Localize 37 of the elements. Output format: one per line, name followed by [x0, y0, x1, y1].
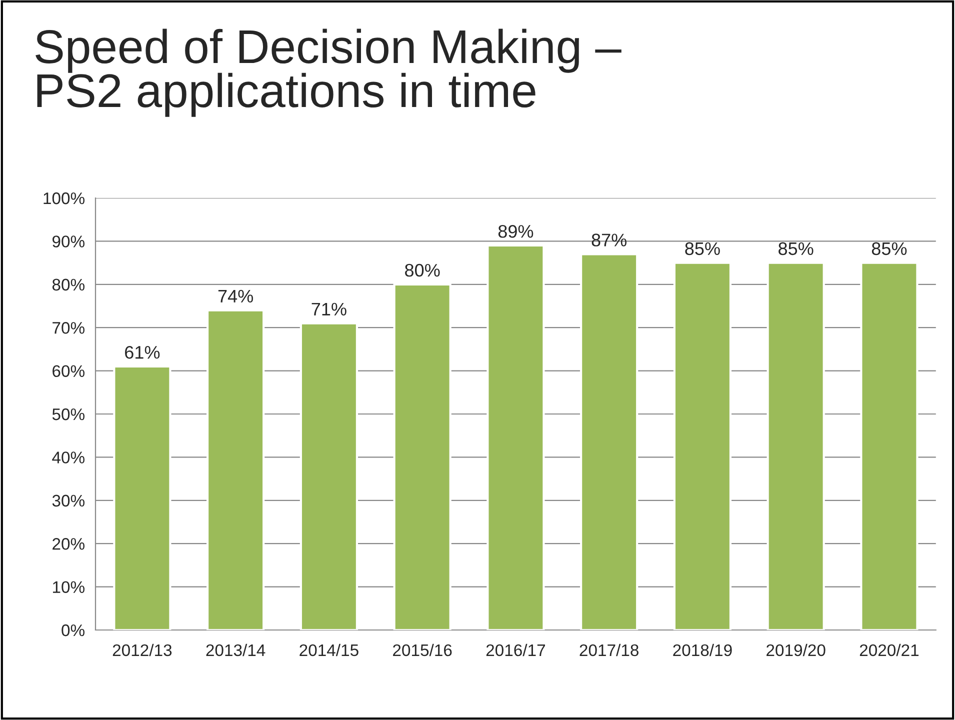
data-label: 87%	[592, 234, 627, 246]
data-label: 80%	[405, 264, 440, 277]
data-label: 85%	[872, 242, 907, 256]
chart-title: Speed of Decision Making – PS2 applications in time	[36, 28, 622, 117]
x-tick-label: 2015/16	[393, 644, 452, 656]
y-tick-label: 80%	[52, 278, 84, 291]
y-tick-label: 30%	[52, 494, 84, 507]
data-label: 61%	[125, 346, 160, 359]
y-tick-label: 90%	[52, 236, 84, 248]
x-tick-label: 2017/18	[580, 644, 638, 656]
y-tick-label: 0%	[62, 624, 84, 636]
x-tick-label: 2019/20	[766, 644, 826, 656]
bar	[673, 262, 732, 630]
y-tick-label: 20%	[52, 538, 84, 550]
data-label: 71%	[312, 302, 346, 316]
bar	[580, 253, 638, 630]
x-tick-label: 2020/21	[860, 644, 919, 656]
data-label: 85%	[685, 242, 720, 256]
y-tick-label: 10%	[52, 581, 84, 594]
data-label: 85%	[778, 242, 814, 256]
bar	[206, 309, 265, 630]
x-tick-label: 2013/14	[206, 644, 266, 656]
y-tick-label: 70%	[52, 322, 84, 334]
x-tick-label: 2018/19	[673, 644, 732, 656]
x-tick-label: 2016/17	[486, 644, 545, 656]
data-label: 74%	[218, 290, 253, 303]
x-tick-label: 2012/13	[112, 644, 172, 656]
bar	[300, 322, 358, 630]
data-label: 89%	[498, 225, 534, 238]
y-tick-label: 40%	[52, 452, 84, 464]
y-tick-label: 50%	[52, 408, 84, 420]
bar	[393, 283, 452, 630]
y-tick-label: 60%	[52, 365, 84, 378]
bar	[766, 262, 825, 630]
bar	[860, 262, 918, 630]
y-tick-label: 100%	[44, 192, 84, 204]
x-tick-label: 2014/15	[300, 644, 358, 656]
